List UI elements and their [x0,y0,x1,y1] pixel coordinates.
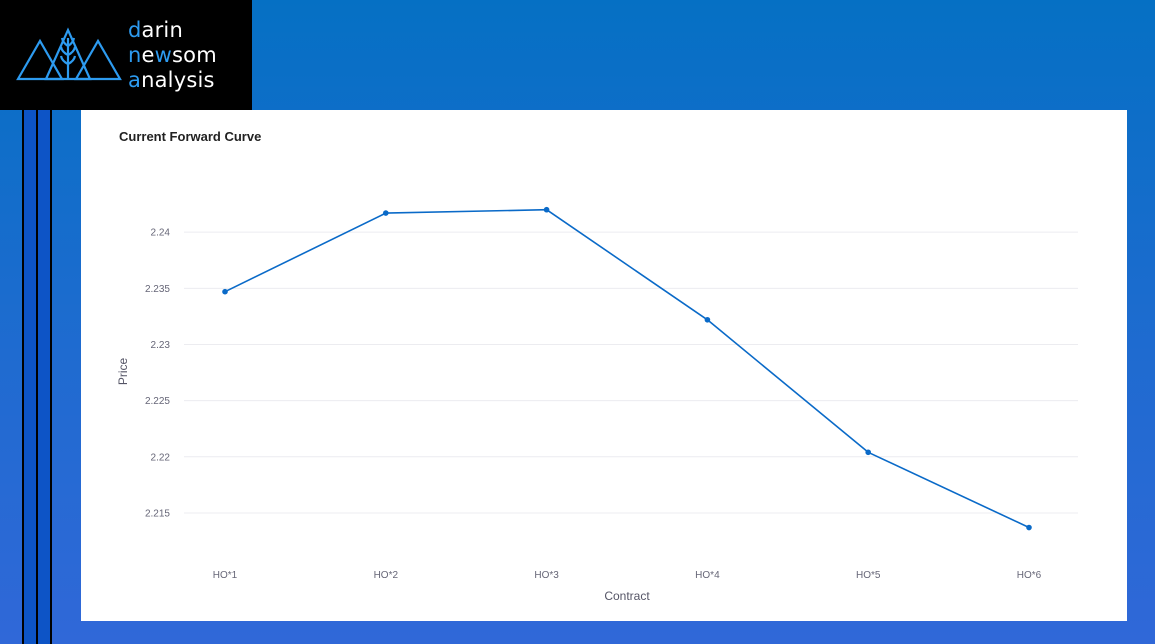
forward-curve-chart: 2.215 2.22 2.225 2.23 2.235 2.24 HO*1 HO*2 HO*3… [116,206,1078,603]
series-line [224,208,1030,529]
y-tick-label: 2.24 [151,228,171,239]
y-tick-label: 2.225 [145,396,170,407]
decorative-stripe [36,110,38,644]
y-tick-label: 2.22 [151,452,171,463]
decorative-stripe [24,110,36,644]
brand-line-newsom: newsom [128,43,217,67]
data-point[interactable] [704,316,711,323]
brand-wordmark: darin newsom analysis [128,18,217,93]
chart-card: Current Forward Curve 2.215 2.22 2.225 2.23… [81,110,1127,621]
data-point[interactable] [383,210,389,216]
x-tick-label: HO*5 [856,570,881,581]
brand-logo: darin newsom analysis [0,0,252,110]
decorative-stripe [22,110,24,644]
x-axis-label: Contract [604,589,650,603]
x-tick-label: HO*6 [1017,570,1042,581]
x-tick-label: HO*1 [213,570,238,581]
data-point[interactable] [1026,524,1032,531]
brand-line-analysis: analysis [128,68,215,92]
y-tick-label: 2.235 [145,284,170,295]
brand-line-darin: darin [128,18,183,42]
mountains-wheat-icon [16,27,122,81]
data-point[interactable] [543,206,550,213]
x-tick-label: HO*2 [374,570,399,581]
y-tick-label: 2.215 [145,508,170,519]
x-tick-label: HO*4 [695,570,720,581]
data-point[interactable] [222,288,228,295]
data-point[interactable] [865,449,871,456]
decorative-stripe [38,110,50,644]
chart-title: Current Forward Curve [119,129,262,144]
y-tick-label: 2.23 [151,340,171,351]
y-axis-label: Price [116,358,130,386]
x-tick-label: HO*3 [534,570,559,581]
decorative-stripe [50,110,52,644]
